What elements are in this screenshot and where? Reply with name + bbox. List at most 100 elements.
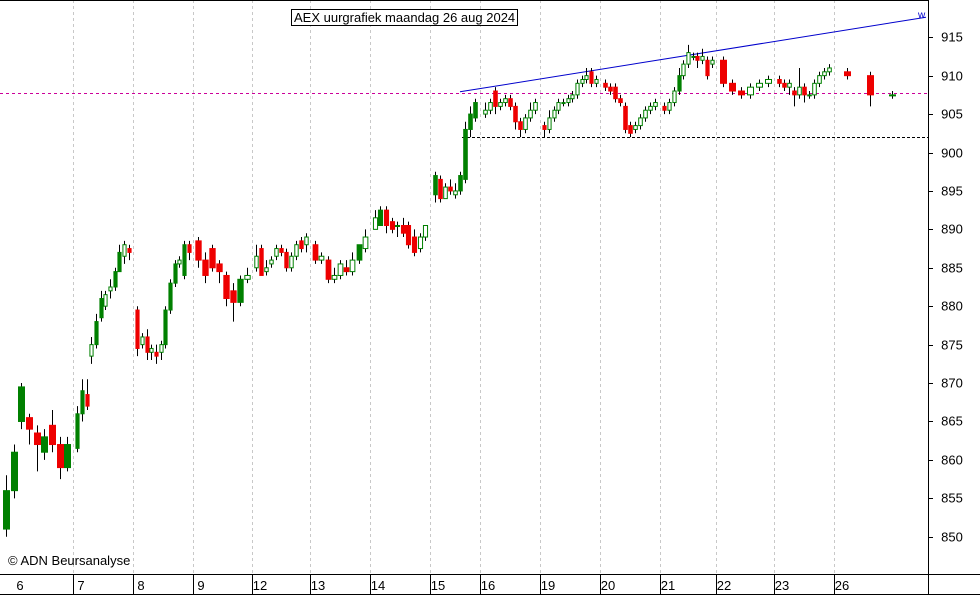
candle bbox=[548, 110, 551, 133]
candle bbox=[614, 83, 618, 102]
candle-body-down bbox=[146, 337, 149, 352]
candle-body-up bbox=[788, 83, 792, 87]
candle-body-down bbox=[155, 352, 158, 356]
x-day-label: 14 bbox=[371, 578, 385, 593]
candle-body-up bbox=[174, 264, 177, 283]
x-day-label: 19 bbox=[541, 578, 555, 593]
candle-body-up bbox=[118, 252, 121, 271]
candle-body-up bbox=[595, 79, 598, 83]
candles bbox=[4, 45, 896, 537]
candle-body-down bbox=[519, 122, 523, 130]
candle bbox=[868, 72, 874, 107]
candle-body-up bbox=[295, 245, 298, 257]
candle bbox=[529, 103, 533, 122]
candle bbox=[313, 241, 318, 264]
candle-body-up bbox=[104, 295, 107, 307]
candle-body-up bbox=[305, 237, 308, 245]
candle-body-up bbox=[818, 76, 822, 84]
x-day-label: 6 bbox=[16, 578, 23, 593]
candle-body-down bbox=[344, 268, 349, 272]
candle bbox=[217, 260, 222, 283]
candle bbox=[118, 245, 121, 272]
candle-body-up bbox=[798, 87, 802, 95]
candle bbox=[696, 53, 699, 68]
candle-body-up bbox=[255, 256, 258, 268]
candle bbox=[265, 260, 268, 275]
candle-body-up bbox=[534, 103, 538, 111]
candle bbox=[76, 406, 79, 452]
candle-body-down bbox=[285, 252, 288, 267]
candle bbox=[543, 122, 546, 137]
candle-body-down bbox=[203, 260, 208, 275]
candle-body-down bbox=[604, 83, 608, 87]
candle bbox=[401, 218, 405, 237]
candle bbox=[123, 241, 126, 264]
candle bbox=[164, 306, 167, 348]
candle bbox=[499, 99, 503, 111]
candle bbox=[489, 99, 493, 114]
candle bbox=[454, 183, 458, 198]
candle bbox=[90, 337, 93, 364]
candle-body-up bbox=[469, 114, 473, 129]
candle bbox=[449, 179, 453, 194]
x-day-label: 15 bbox=[431, 578, 445, 593]
candle-body-down bbox=[868, 76, 874, 95]
candle bbox=[581, 76, 584, 88]
y-tick-label: 910 bbox=[941, 69, 963, 84]
candle-body-down bbox=[624, 106, 628, 129]
candle bbox=[890, 91, 896, 99]
candle-body-up bbox=[150, 348, 153, 352]
candle bbox=[395, 222, 399, 237]
candle-body-up bbox=[338, 264, 343, 276]
candle bbox=[224, 272, 229, 307]
candle-body-down bbox=[614, 87, 618, 99]
candle bbox=[778, 76, 782, 88]
candle bbox=[609, 83, 613, 95]
candle bbox=[803, 83, 807, 102]
candle-body-up bbox=[649, 106, 653, 110]
candle bbox=[373, 210, 377, 229]
candle-body-up bbox=[576, 83, 579, 95]
candle-body-down bbox=[231, 291, 236, 303]
candle bbox=[203, 252, 208, 283]
x-day-label: 12 bbox=[253, 578, 267, 593]
candle-body-up bbox=[748, 87, 754, 95]
candle bbox=[19, 383, 25, 429]
candle-body-up bbox=[529, 110, 533, 118]
candle bbox=[114, 268, 117, 291]
candle-body-up bbox=[454, 191, 458, 195]
candle bbox=[319, 252, 324, 264]
candle bbox=[818, 72, 822, 87]
candle bbox=[474, 99, 478, 122]
candle bbox=[654, 99, 658, 111]
candle bbox=[534, 99, 538, 114]
candle-body-up bbox=[557, 103, 560, 111]
candle bbox=[813, 79, 817, 98]
candle-body-down bbox=[543, 126, 546, 130]
candle-body-up bbox=[474, 103, 478, 118]
candle bbox=[757, 79, 763, 91]
candle bbox=[514, 103, 518, 130]
candle bbox=[706, 56, 709, 79]
candle bbox=[585, 68, 588, 83]
candle bbox=[808, 91, 812, 99]
candle-body-up bbox=[183, 245, 186, 276]
x-day-label: 22 bbox=[717, 578, 731, 593]
candle bbox=[739, 87, 745, 99]
candle bbox=[687, 45, 690, 68]
candle-body-down bbox=[27, 418, 33, 430]
candle bbox=[280, 245, 283, 257]
candle-body-down bbox=[845, 72, 851, 76]
candle bbox=[624, 103, 628, 134]
candle bbox=[828, 64, 832, 76]
candle bbox=[245, 268, 250, 283]
candle bbox=[275, 245, 278, 260]
candle-body-down bbox=[590, 72, 593, 84]
candle bbox=[823, 68, 827, 80]
candle-body-up bbox=[654, 103, 658, 107]
candle bbox=[464, 122, 468, 183]
candle bbox=[553, 106, 556, 121]
candle-body-up bbox=[265, 268, 268, 272]
candle-body-up bbox=[275, 249, 278, 257]
x-day-label: 9 bbox=[197, 578, 204, 593]
